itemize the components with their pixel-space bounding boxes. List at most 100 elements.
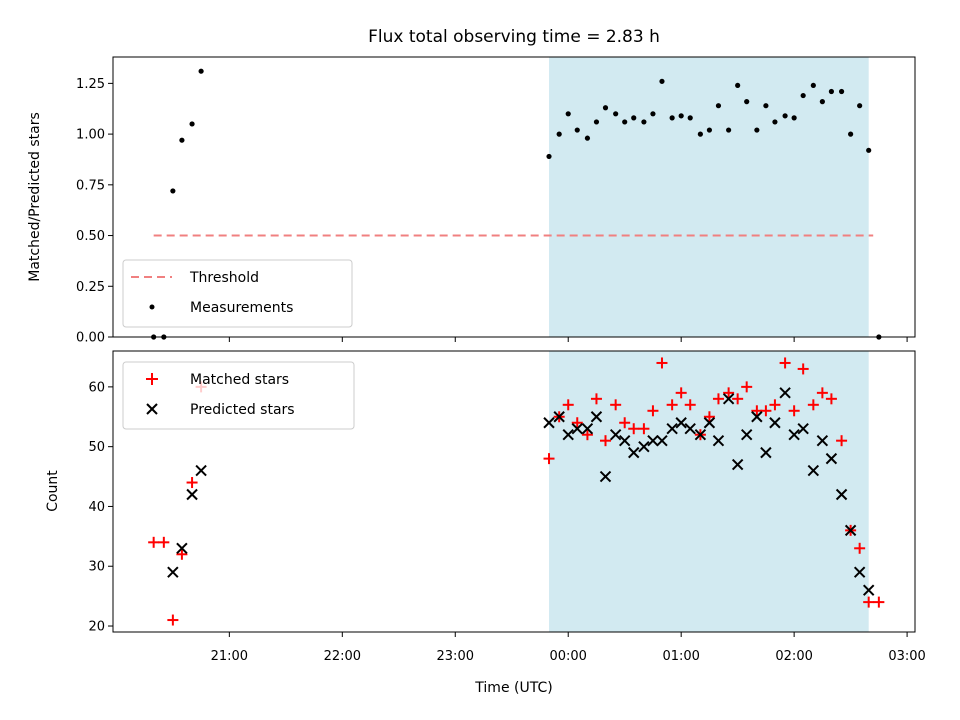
predicted-star-point: [797, 423, 809, 435]
predicted-star-point: [769, 417, 781, 429]
x-tick-label: 22:00: [324, 649, 361, 664]
matched-star-point: [769, 399, 781, 411]
x-tick-label: 21:00: [211, 649, 248, 664]
top-y-tick-label: 1.25: [76, 77, 105, 92]
matched-star-point: [723, 387, 735, 399]
predicted-star-point: [656, 434, 668, 447]
measurement-point: [857, 103, 863, 109]
measurement-point: [622, 119, 628, 125]
matched-star-point: [703, 411, 715, 423]
matched-star-point: [788, 405, 800, 417]
chart-title: Flux total observing time = 2.83 h: [368, 27, 660, 47]
measurement-point: [613, 111, 619, 117]
predicted-star-point: [862, 584, 875, 596]
predicted-star-point: [543, 417, 555, 429]
top-shaded-region: [549, 57, 869, 337]
measurement-point: [198, 68, 204, 74]
matched-star-point: [656, 357, 668, 369]
predicted-star-point: [599, 470, 612, 483]
matched-star-point: [647, 405, 659, 417]
legend-predicted-swatch: [146, 403, 158, 415]
predicted-star-point: [731, 458, 744, 471]
predicted-star-point: [684, 423, 696, 435]
matched-star-point: [610, 399, 622, 411]
predicted-star-point: [571, 423, 583, 435]
matched-star-point: [779, 357, 791, 369]
bottom-y-tick-label: 40: [88, 500, 105, 515]
predicted-star-point: [788, 428, 800, 441]
measurement-point: [744, 99, 750, 105]
matched-star-point: [666, 399, 678, 411]
predicted-star-point: [186, 488, 198, 501]
measurement-point: [546, 153, 552, 160]
predicted-star-point: [779, 387, 791, 399]
x-tick-label: 01:00: [662, 649, 699, 664]
matched-star-point: [863, 596, 875, 608]
top-marks: [151, 68, 882, 340]
measurement-point: [810, 82, 816, 89]
predicted-star-point: [562, 428, 574, 441]
predicted-star-point: [694, 428, 707, 441]
matched-star-point: [836, 435, 848, 447]
predicted-star-point: [590, 411, 603, 423]
x-tick-label: 00:00: [549, 649, 586, 664]
predicted-star-point: [844, 524, 857, 537]
matched-star-point: [599, 435, 611, 447]
matched-star-point: [543, 453, 555, 465]
predicted-star-point: [638, 440, 650, 453]
bottom-y-tick-label: 20: [88, 620, 105, 635]
bottom-y-tick-label: 30: [88, 560, 105, 575]
predicted-star-point: [176, 542, 188, 555]
top-y-tick-label: 0.75: [76, 178, 105, 193]
predicted-star-point: [816, 434, 829, 447]
bottom-marks: [148, 357, 885, 626]
predicted-star-point: [751, 411, 763, 423]
predicted-star-point: [825, 452, 838, 465]
predicted-star-point: [581, 423, 594, 435]
measurement-point: [706, 127, 713, 133]
measurement-point: [669, 115, 675, 121]
top-y-ticks: 0.00 0.25 0.50 0.75 1.00 1.25: [76, 77, 113, 346]
measurement-point: [697, 131, 703, 137]
predicted-star-point: [703, 417, 716, 429]
legend-threshold-label: Threshold: [189, 270, 259, 286]
matched-star-point: [807, 399, 819, 411]
x-axis-label: Time (UTC): [474, 680, 552, 696]
bottom-axes-frame: [112, 350, 916, 633]
matched-star-point: [581, 429, 593, 441]
legend-measurements-label: Measurements: [190, 300, 293, 316]
measurement-point: [791, 115, 797, 121]
measurement-point: [189, 121, 195, 127]
matched-star-point: [176, 548, 188, 560]
matched-star-point: [741, 381, 753, 393]
measurement-point: [838, 88, 845, 95]
measurement-point: [848, 131, 854, 137]
top-legend-box: [122, 259, 353, 328]
legend-measurements-swatch: [149, 304, 155, 310]
measurement-point: [782, 113, 788, 119]
measurement-point: [659, 78, 665, 84]
matched-star-point: [712, 393, 724, 405]
predicted-star-point: [807, 464, 820, 477]
matched-star-point: [760, 405, 772, 417]
bottom-panel: 20 30 40 50 60 21:00 22:00 23:00 00:00 01:00 02:0…: [45, 350, 926, 696]
measurement-point: [800, 92, 806, 99]
measurement-point: [819, 99, 825, 105]
measurement-point: [726, 127, 732, 133]
matched-star-point: [854, 542, 866, 554]
x-tick-label: 02:00: [775, 649, 812, 664]
predicted-star-point: [618, 434, 631, 447]
legend-matched-label: Matched stars: [190, 372, 289, 388]
matched-star-point: [816, 387, 828, 399]
bottom-y-tick-label: 50: [88, 440, 105, 455]
top-axes-frame: [112, 56, 916, 338]
bottom-legend-box: [122, 361, 355, 430]
measurement-point: [828, 88, 835, 95]
top-y-tick-label: 0.00: [76, 331, 105, 346]
measurement-point: [556, 131, 562, 137]
measurement-point: [641, 119, 647, 125]
matched-star-point: [628, 423, 640, 435]
matched-star-point: [590, 393, 602, 405]
top-legend: Threshold Measurements: [122, 259, 353, 328]
